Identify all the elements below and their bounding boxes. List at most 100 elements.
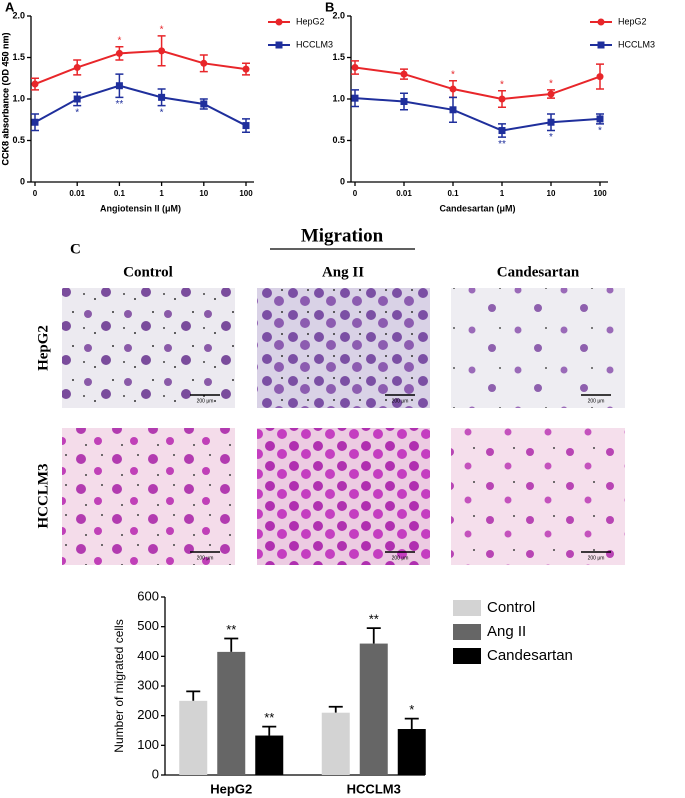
legend-marker bbox=[275, 18, 283, 26]
y-tick-label: 0 bbox=[20, 176, 25, 186]
column-label: Control bbox=[123, 264, 173, 280]
point bbox=[449, 106, 457, 114]
legend-label: Control bbox=[487, 599, 535, 616]
x-tick-label: 0.1 bbox=[114, 189, 126, 198]
bar bbox=[255, 735, 284, 775]
x-tick-label: HepG2 bbox=[210, 781, 252, 796]
micrograph bbox=[257, 288, 430, 408]
error-bar bbox=[404, 717, 419, 730]
series: **** bbox=[31, 73, 250, 133]
x-tick-label: 100 bbox=[239, 189, 253, 198]
point bbox=[31, 118, 39, 126]
point bbox=[73, 95, 81, 103]
legend-marker bbox=[597, 18, 605, 26]
bar bbox=[359, 643, 388, 775]
y-tick-label: 0 bbox=[152, 766, 159, 781]
y-tick-label: 0.5 bbox=[12, 135, 25, 145]
annotation: ** bbox=[498, 139, 506, 150]
x-tick-label: 10 bbox=[547, 189, 556, 198]
column-label: Ang II bbox=[322, 264, 364, 280]
error-bar bbox=[262, 725, 277, 736]
legend-label: HepG2 bbox=[618, 16, 647, 26]
point bbox=[351, 94, 359, 102]
x-axis-label: Angiotensin II (μM) bbox=[100, 203, 181, 213]
annotation: * bbox=[598, 126, 602, 137]
y-tick-label: 100 bbox=[137, 737, 159, 752]
legend-swatch bbox=[453, 648, 481, 664]
x-tick-label: 100 bbox=[593, 189, 607, 198]
x-tick-label: 0.01 bbox=[69, 189, 85, 198]
x-tick-label: 1 bbox=[500, 189, 505, 198]
x-tick-label: 0.1 bbox=[447, 189, 459, 198]
legend-label: HepG2 bbox=[296, 16, 325, 26]
micrograph bbox=[451, 288, 625, 408]
micrographs bbox=[62, 288, 625, 565]
error-bar bbox=[186, 690, 201, 701]
point bbox=[400, 97, 408, 105]
legend-label: HCCLM3 bbox=[296, 39, 333, 49]
series-line bbox=[354, 66, 601, 101]
x-tick-label: 10 bbox=[199, 189, 208, 198]
scale-bar-label: 200 μm bbox=[197, 398, 214, 404]
point bbox=[351, 63, 359, 71]
annotation: * bbox=[160, 25, 164, 36]
panel-label: A bbox=[5, 0, 15, 14]
series-line bbox=[34, 49, 247, 85]
micrograph bbox=[451, 428, 625, 565]
annotation: * bbox=[160, 107, 164, 118]
y-tick-label: 200 bbox=[137, 707, 159, 722]
point bbox=[547, 118, 555, 126]
y-tick-label: 500 bbox=[137, 618, 159, 633]
y-tick-label: 1.0 bbox=[12, 93, 25, 103]
panel-label: C bbox=[70, 241, 81, 257]
bar bbox=[397, 729, 426, 775]
error-bar bbox=[366, 627, 381, 644]
scale-bar-label: 200 μm bbox=[588, 555, 605, 561]
y-tick-label: 1.0 bbox=[332, 93, 345, 103]
legend-swatch bbox=[453, 600, 481, 616]
x-tick-label: 1 bbox=[159, 189, 164, 198]
y-axis-label: CCK8 absorbance (OD 450 nm) bbox=[0, 32, 10, 165]
series-line bbox=[34, 84, 247, 127]
y-tick-label: 2.0 bbox=[332, 10, 345, 20]
y-tick-label: 0.5 bbox=[332, 135, 345, 145]
annotation: ** bbox=[116, 99, 124, 110]
annotation: * bbox=[409, 702, 414, 717]
point bbox=[200, 100, 208, 108]
x-tick-label: 0 bbox=[33, 189, 38, 198]
annotation: ** bbox=[369, 612, 379, 627]
annotation: ** bbox=[226, 622, 236, 637]
point bbox=[242, 122, 250, 130]
legend-swatch bbox=[453, 624, 481, 640]
annotation: * bbox=[75, 107, 79, 118]
point bbox=[158, 47, 166, 55]
legend-marker bbox=[597, 41, 605, 49]
annotation: * bbox=[451, 69, 455, 80]
point bbox=[498, 95, 506, 103]
y-axis-label: CCK8 absorbance (OD 450 nm) bbox=[0, 32, 10, 165]
error-bar bbox=[328, 705, 343, 713]
y-tick-label: 600 bbox=[137, 588, 159, 603]
annotation: * bbox=[500, 79, 504, 90]
section-title: Migration bbox=[301, 225, 384, 246]
point bbox=[242, 65, 250, 73]
annotation: ** bbox=[264, 710, 274, 725]
point bbox=[449, 85, 457, 93]
bar bbox=[179, 700, 208, 775]
bar bbox=[217, 651, 246, 775]
point bbox=[596, 115, 604, 123]
y-tick-label: 1.5 bbox=[332, 52, 345, 62]
legend-marker bbox=[275, 41, 283, 49]
point bbox=[547, 90, 555, 98]
y-tick-label: 300 bbox=[137, 677, 159, 692]
x-tick-label: HCCLM3 bbox=[347, 781, 401, 796]
x-tick-label: 0 bbox=[353, 189, 358, 198]
point bbox=[498, 127, 506, 135]
scale-bar-label: 200 μm bbox=[197, 555, 214, 561]
point bbox=[200, 59, 208, 67]
legend-label: HCCLM3 bbox=[618, 39, 655, 49]
scale-bar-label: 200 μm bbox=[392, 555, 409, 561]
error-bar bbox=[224, 637, 239, 652]
bar bbox=[321, 712, 350, 775]
